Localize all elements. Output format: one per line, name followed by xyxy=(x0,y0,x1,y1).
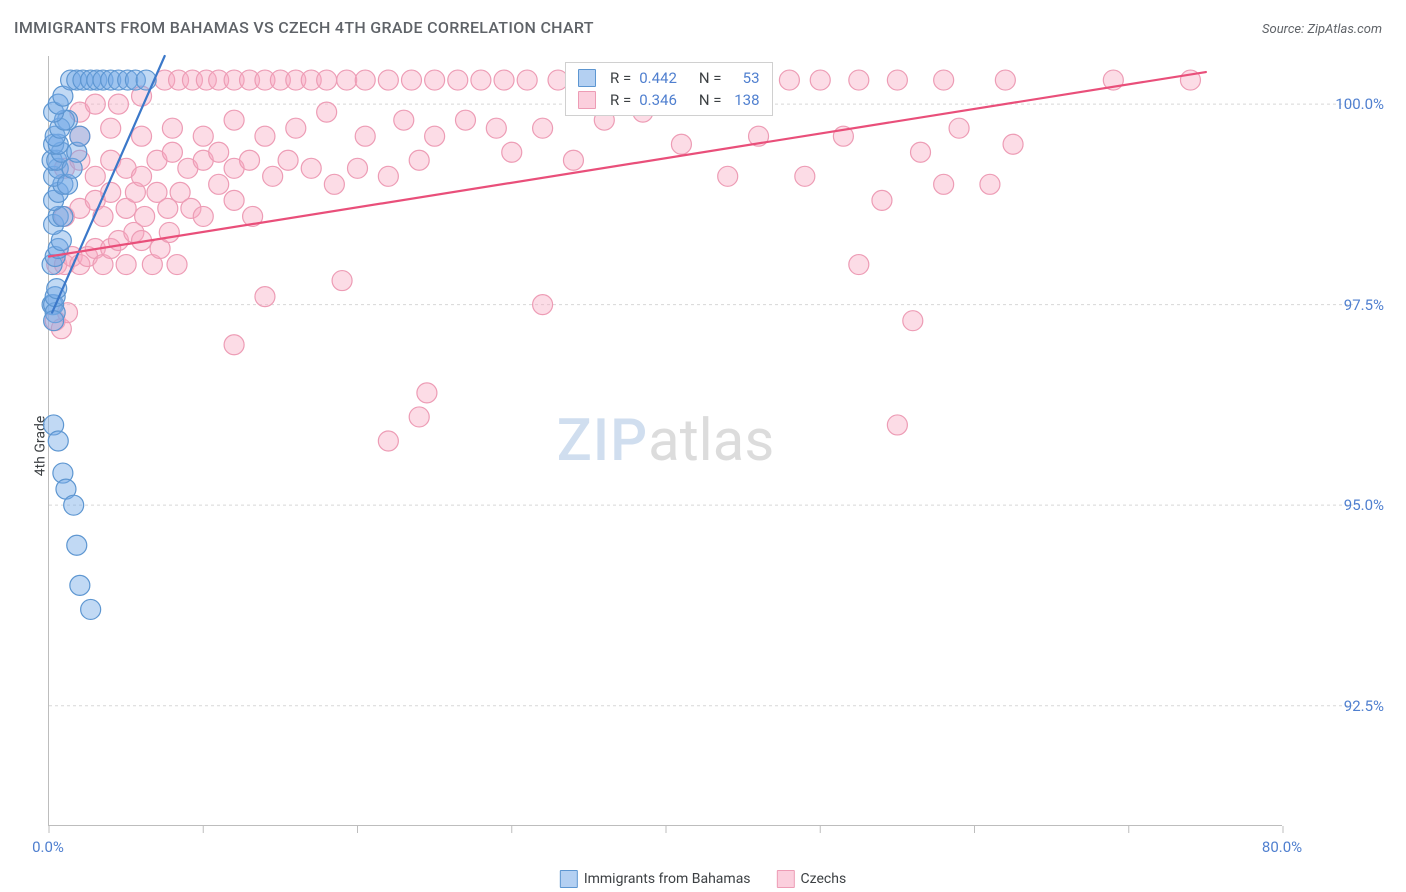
stat-n-label: N = xyxy=(699,69,722,87)
plot-area: ZIPatlas xyxy=(48,56,1282,826)
x-tick-label: 0.0% xyxy=(32,838,64,856)
stat-r-label: R = xyxy=(610,91,631,109)
stats-row-bahamas: R = 0.442 N = 53 xyxy=(566,67,772,89)
legend-item-bahamas: Immigrants from Bahamas xyxy=(560,870,751,888)
source-prefix: Source: xyxy=(1262,22,1307,37)
legend-label-bahamas: Immigrants from Bahamas xyxy=(584,871,751,887)
stat-n-czechs: 138 xyxy=(730,91,760,109)
y-tick-label: 100.0% xyxy=(1335,95,1384,113)
source-attribution: Source: ZipAtlas.com xyxy=(1262,22,1382,37)
y-tick-label: 97.5% xyxy=(1344,296,1384,314)
chart-title: IMMIGRANTS FROM BAHAMAS VS CZECH 4TH GRA… xyxy=(14,18,594,37)
stat-r-label: R = xyxy=(610,69,631,87)
stats-row-czechs: R = 0.346 N = 138 xyxy=(566,89,772,111)
stat-n-bahamas: 53 xyxy=(730,69,760,87)
legend: Immigrants from Bahamas Czechs xyxy=(560,870,846,888)
legend-swatch-czechs xyxy=(777,870,795,888)
y-tick-label: 95.0% xyxy=(1344,496,1384,514)
stats-legend-box: R = 0.442 N = 53 R = 0.346 N = 138 xyxy=(565,62,773,116)
y-tick-label: 92.5% xyxy=(1344,697,1384,715)
legend-item-czechs: Czechs xyxy=(777,870,847,888)
stat-r-czechs: 0.346 xyxy=(639,91,677,109)
stat-r-bahamas: 0.442 xyxy=(639,69,677,87)
swatch-czechs xyxy=(578,91,596,109)
swatch-bahamas xyxy=(578,69,596,87)
legend-label-czechs: Czechs xyxy=(801,871,847,887)
stat-n-label: N = xyxy=(699,91,722,109)
chart-svg xyxy=(49,56,1283,826)
legend-swatch-bahamas xyxy=(560,870,578,888)
x-tick-label: 80.0% xyxy=(1262,838,1302,856)
source-name: ZipAtlas.com xyxy=(1307,22,1382,37)
